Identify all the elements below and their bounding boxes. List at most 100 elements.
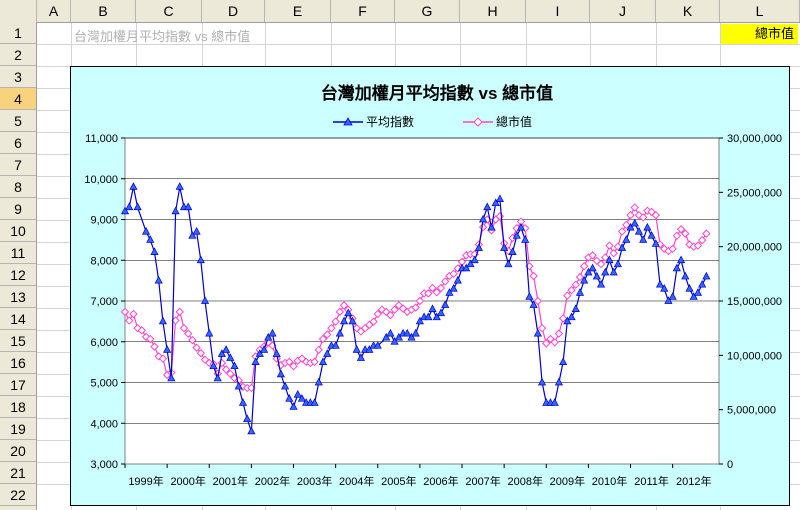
cap-point: [339, 301, 349, 310]
cap-point: [638, 213, 648, 222]
column-header-k[interactable]: K: [656, 0, 720, 22]
index-point: [276, 369, 285, 378]
column-header-h[interactable]: H: [460, 0, 526, 22]
column-header-i[interactable]: I: [526, 0, 590, 22]
index-point: [234, 381, 243, 390]
cap-point: [221, 365, 231, 374]
x-tick-label: 2002年: [255, 474, 290, 488]
row-header[interactable]: 9: [0, 198, 36, 220]
cap-point: [352, 323, 361, 333]
row-header[interactable]: 15: [0, 330, 36, 352]
cap-point: [428, 283, 437, 293]
cell-l1-highlighted[interactable]: 總市值: [721, 24, 798, 44]
cap-point: [200, 355, 210, 364]
column-header-j[interactable]: J: [590, 0, 656, 22]
index-point: [331, 341, 340, 349]
legend-index-marker-triangle-icon: [343, 117, 353, 126]
row-header[interactable]: 1: [0, 22, 36, 44]
index-point: [394, 332, 403, 341]
row-header[interactable]: 21: [0, 462, 36, 484]
cap-point: [605, 241, 614, 250]
index-point: [289, 402, 298, 410]
cap-point: [440, 277, 450, 286]
row-header[interactable]: 6: [0, 132, 36, 154]
index-point: [441, 300, 450, 308]
index-point: [297, 394, 307, 402]
select-all-corner[interactable]: [0, 0, 37, 22]
index-point: [529, 300, 538, 308]
column-header-l[interactable]: L: [720, 0, 800, 22]
row-header[interactable]: 5: [0, 110, 36, 132]
row-header[interactable]: 12: [0, 264, 36, 286]
cap-point: [323, 330, 332, 339]
index-point: [436, 308, 446, 317]
index-point: [125, 202, 134, 211]
index-point: [120, 206, 130, 215]
index-point: [676, 255, 686, 264]
row-header[interactable]: 11: [0, 242, 36, 264]
y-right-tick-label: 15,000,000: [727, 296, 782, 308]
row-header[interactable]: 8: [0, 176, 36, 198]
row-header[interactable]: 19: [0, 418, 36, 440]
row-header[interactable]: 10: [0, 220, 36, 242]
column-header-c[interactable]: C: [136, 0, 202, 22]
row-header[interactable]: 22: [0, 484, 36, 506]
row-header[interactable]: 18: [0, 396, 36, 418]
index-point: [415, 316, 424, 325]
row-header[interactable]: 17: [0, 374, 36, 396]
index-point: [323, 349, 332, 357]
cap-point: [558, 314, 568, 323]
x-tick-label: 2009年: [550, 474, 585, 488]
cap-point: [120, 307, 130, 317]
index-point: [184, 202, 193, 211]
embedded-chart[interactable]: 台灣加權月平均指數 vs 總市值 平均指數 總市值 3,000 4,000 5,00…: [70, 66, 790, 506]
index-point: [609, 267, 618, 276]
y-right-tick-label: 30,000,000: [727, 133, 782, 145]
row-header[interactable]: 20: [0, 440, 36, 462]
index-point: [622, 235, 631, 243]
index-point: [660, 284, 669, 292]
column-header-g[interactable]: G: [395, 0, 460, 22]
cap-point: [630, 203, 639, 212]
cap-point: [369, 317, 378, 326]
row-header[interactable]: 13: [0, 286, 36, 308]
row-header[interactable]: 16: [0, 352, 36, 374]
y-right-tick-label: 25,000,000: [727, 187, 782, 199]
index-point: [403, 328, 412, 337]
column-header-f[interactable]: F: [331, 0, 395, 22]
index-point: [339, 316, 349, 325]
cap-point: [681, 229, 690, 238]
index-point: [672, 263, 681, 272]
index-point: [571, 304, 580, 312]
cap-point: [146, 334, 155, 344]
x-tick-label: 2011年: [634, 474, 669, 488]
index-point: [251, 357, 260, 365]
index-point: [453, 275, 462, 284]
column-header-a[interactable]: A: [37, 0, 71, 22]
column-header-e[interactable]: E: [265, 0, 331, 22]
index-point: [634, 226, 644, 235]
cell-b1-text[interactable]: 台灣加權月平均指數 vs 總市值: [74, 29, 251, 44]
y-left-tick-label: 9,000: [90, 215, 118, 227]
cap-point: [192, 343, 201, 352]
legend-cap-marker-diamond-icon: [473, 117, 483, 127]
row-header-selected[interactable]: 4: [0, 88, 36, 110]
cap-point: [702, 229, 711, 238]
row-header[interactable]: 7: [0, 154, 36, 176]
row-header[interactable]: 3: [0, 66, 36, 88]
chart-legend[interactable]: 平均指數 總市值: [333, 114, 532, 129]
cap-point: [588, 251, 597, 260]
column-header-b[interactable]: B: [71, 0, 136, 22]
y-left-tick-label: 8,000: [90, 255, 118, 267]
index-point: [428, 304, 437, 312]
cap-point: [411, 303, 420, 312]
row-header[interactable]: 2: [0, 44, 36, 66]
index-point: [643, 222, 652, 231]
index-point: [167, 373, 176, 382]
row-header[interactable]: 14: [0, 308, 36, 330]
y-left-tick-label: 10,000: [84, 174, 118, 186]
index-point: [584, 267, 593, 276]
column-header-d[interactable]: D: [202, 0, 265, 22]
cap-point: [150, 342, 159, 351]
index-point: [247, 426, 256, 435]
